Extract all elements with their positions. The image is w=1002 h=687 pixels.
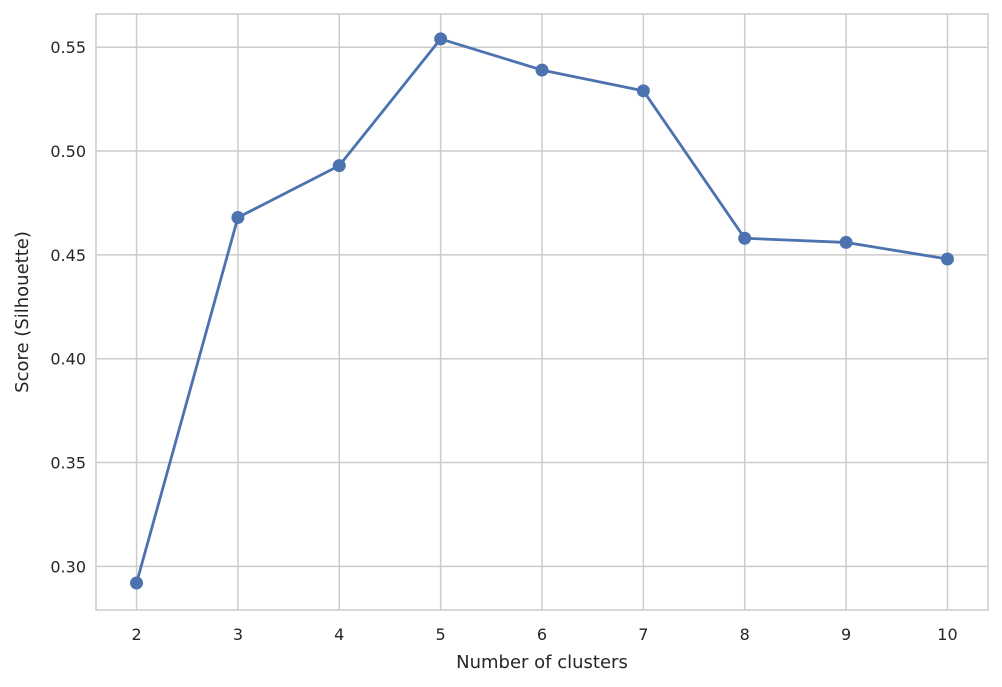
x-tick-label: 4	[334, 625, 344, 644]
series-group	[130, 32, 954, 590]
x-tick-label: 3	[233, 625, 243, 644]
x-tick-label: 6	[537, 625, 547, 644]
horizontal-gridlines	[96, 46, 988, 568]
y-tick-label: 0.40	[50, 350, 86, 369]
x-tick-label: 2	[131, 625, 141, 644]
y-tick-labels: 0.30 0.35 0.40 0.45 0.50 0.55	[50, 38, 86, 576]
vertical-gridlines	[135, 14, 949, 610]
y-tick-label: 0.55	[50, 38, 86, 57]
y-tick-label: 0.50	[50, 142, 86, 161]
x-tick-label: 8	[740, 625, 750, 644]
y-axis-title: Score (Silhouette)	[12, 231, 33, 393]
data-point	[434, 32, 448, 46]
x-tick-labels: 2 3 4 5 6 7 8 9 10	[131, 625, 957, 644]
data-point	[839, 235, 853, 249]
x-axis-title: Number of clusters	[456, 652, 628, 673]
data-point	[130, 576, 144, 590]
data-point	[535, 63, 549, 77]
y-tick-label: 0.30	[50, 557, 86, 576]
x-tick-label: 5	[436, 625, 446, 644]
plot-frame	[95, 13, 989, 611]
x-tick-label: 10	[937, 625, 957, 644]
data-point	[738, 231, 752, 245]
y-tick-label: 0.45	[50, 246, 86, 265]
data-point	[940, 252, 954, 266]
x-tick-label: 7	[638, 625, 648, 644]
data-point	[636, 84, 650, 98]
data-point	[231, 211, 245, 225]
x-tick-label: 9	[841, 625, 851, 644]
data-point	[332, 159, 346, 173]
y-tick-label: 0.35	[50, 454, 86, 473]
